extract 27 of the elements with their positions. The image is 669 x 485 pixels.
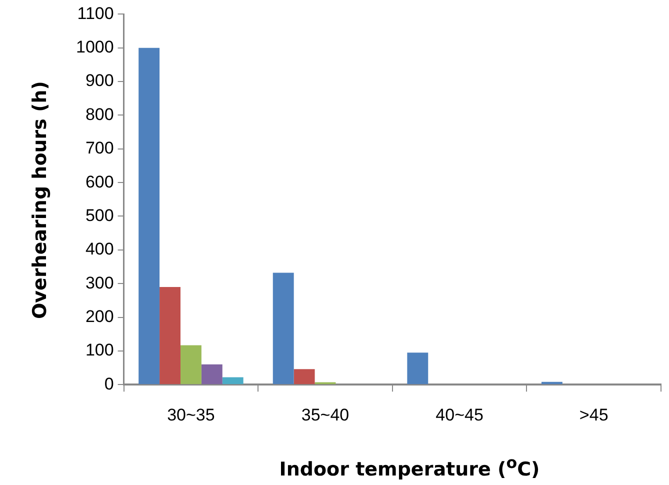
y-tick-label: 700 xyxy=(85,138,114,158)
bar xyxy=(272,272,294,384)
y-tick-label: 200 xyxy=(85,306,114,326)
bar xyxy=(222,377,244,384)
y-tick-label: 600 xyxy=(85,172,114,192)
bar xyxy=(407,352,428,384)
x-tick-label: 35~40 xyxy=(301,405,350,424)
bar xyxy=(180,345,202,384)
bar xyxy=(541,382,562,384)
bar xyxy=(294,369,315,384)
x-tick-label: >45 xyxy=(579,405,608,424)
bar xyxy=(160,286,180,384)
bar xyxy=(138,48,160,384)
y-tick-label: 500 xyxy=(85,206,114,225)
x-tick-label: 40~45 xyxy=(436,405,484,424)
y-tick-label: 400 xyxy=(85,240,114,259)
bar xyxy=(201,364,222,384)
y-tick-label: 300 xyxy=(85,273,114,292)
y-tick-label: 100 xyxy=(85,340,114,360)
y-tick-label: 1100 xyxy=(77,4,114,23)
y-axis-title: Overhearing hours (h) xyxy=(29,81,51,319)
y-tick-label: 900 xyxy=(85,71,114,90)
y-tick-label: 800 xyxy=(85,104,114,124)
y-tick-label: 1000 xyxy=(76,38,114,57)
x-tick-label: 30~35 xyxy=(167,405,215,424)
x-axis-title: Indoor temperature ($^{o}$C) xyxy=(278,453,541,480)
y-tick-label: 0 xyxy=(104,374,114,394)
